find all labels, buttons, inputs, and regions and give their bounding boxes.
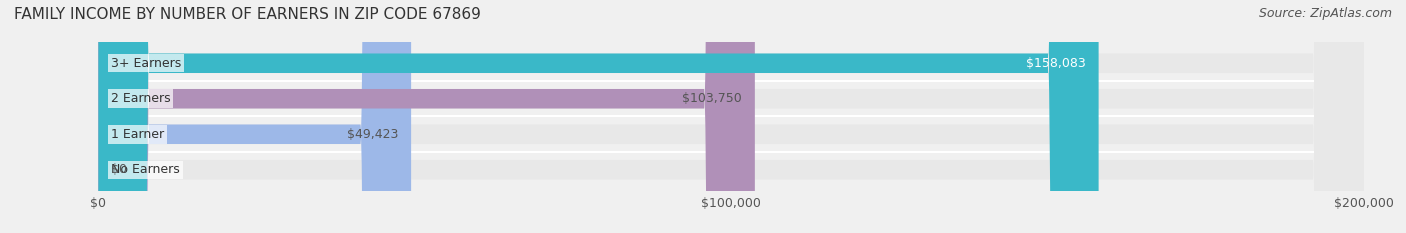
Text: 1 Earner: 1 Earner	[111, 128, 165, 141]
FancyBboxPatch shape	[98, 0, 1364, 233]
Text: $103,750: $103,750	[682, 92, 742, 105]
Text: Source: ZipAtlas.com: Source: ZipAtlas.com	[1258, 7, 1392, 20]
FancyBboxPatch shape	[98, 0, 755, 233]
Text: $158,083: $158,083	[1026, 57, 1085, 70]
Text: No Earners: No Earners	[111, 163, 180, 176]
Text: $49,423: $49,423	[347, 128, 398, 141]
FancyBboxPatch shape	[98, 0, 1364, 233]
FancyBboxPatch shape	[98, 0, 1098, 233]
FancyBboxPatch shape	[98, 0, 411, 233]
FancyBboxPatch shape	[98, 0, 1364, 233]
Text: 3+ Earners: 3+ Earners	[111, 57, 181, 70]
FancyBboxPatch shape	[98, 0, 1364, 233]
Text: FAMILY INCOME BY NUMBER OF EARNERS IN ZIP CODE 67869: FAMILY INCOME BY NUMBER OF EARNERS IN ZI…	[14, 7, 481, 22]
Text: 2 Earners: 2 Earners	[111, 92, 170, 105]
Text: $0: $0	[111, 163, 127, 176]
